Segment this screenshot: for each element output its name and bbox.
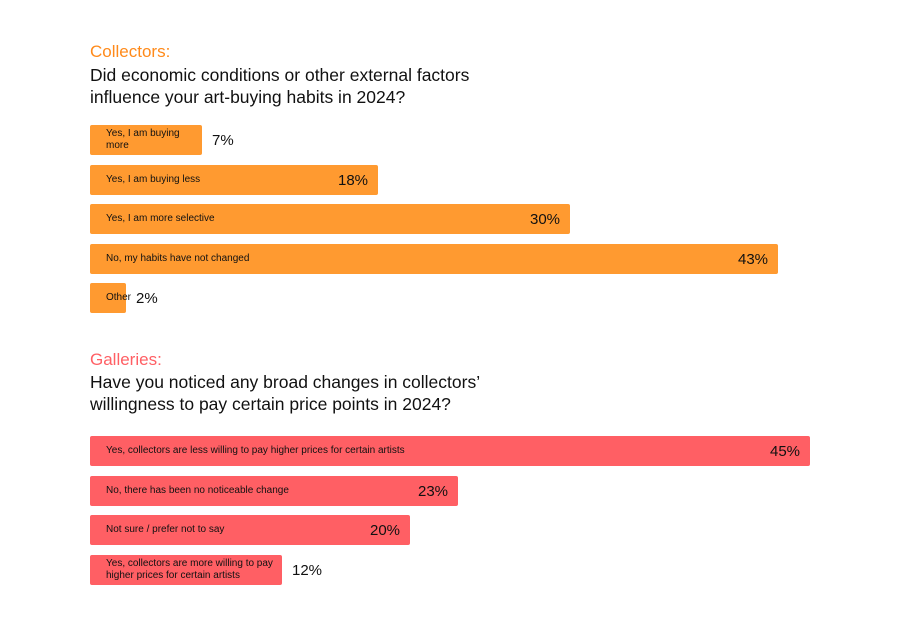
collectors-value-label: 18% — [338, 171, 369, 189]
galleries-bar: Not sure / prefer not to say — [90, 515, 410, 545]
galleries-question: Have you noticed any broad changes in co… — [90, 371, 650, 415]
collectors-bar-label: Yes, I am more selective — [106, 213, 215, 224]
collectors-bar: Yes, I am buying less — [90, 164, 378, 195]
galleries-bar: Yes, collectors are more willing to pay … — [90, 554, 282, 585]
galleries-value-label: 45% — [770, 443, 801, 460]
collectors-question-line: influence your art-buying habits in 2024… — [90, 87, 406, 107]
galleries-section-label: Galleries: — [90, 350, 162, 369]
collectors-question-line: Did economic conditions or other externa… — [90, 65, 470, 85]
galleries-bar-label: Yes, collectors are more willing to pay … — [106, 557, 273, 581]
collectors-bar: No, my habits have not changed — [90, 243, 778, 274]
collectors-bar: Yes, I am more selective — [90, 204, 570, 234]
galleries-question-line: willingness to pay certain price points … — [90, 394, 451, 414]
collectors-bar-label: Yes, I am buying less — [106, 173, 201, 185]
collectors-bar-label: Yes, I am buying more — [106, 128, 180, 151]
galleries-bar: No, there has been no noticeable change — [90, 475, 458, 506]
collectors-value-label: 7% — [212, 132, 234, 149]
collectors-value-label: 43% — [738, 250, 769, 268]
collectors-bar-label: No, my habits have not changed — [106, 252, 250, 264]
collectors-bar-label: Other — [106, 292, 132, 303]
galleries-bar: Yes, collectors are less willing to pay … — [90, 436, 810, 466]
collectors-bar: Yes, I am buying more — [90, 125, 202, 155]
galleries-value-label: 12% — [292, 561, 323, 579]
galleries-question-line: Have you noticed any broad changes in co… — [90, 372, 481, 392]
galleries-value-label: 20% — [370, 522, 401, 539]
galleries-bar-label: Yes, collectors are less willing to pay … — [106, 445, 405, 456]
galleries-value-label: 23% — [418, 482, 449, 500]
collectors-question: Did economic conditions or other externa… — [90, 64, 650, 108]
collectors-value-label: 30% — [530, 211, 561, 228]
collectors-section-label: Collectors: — [90, 42, 171, 61]
galleries-bar-label: No, there has been no noticeable change — [106, 484, 289, 496]
galleries-bar-label: Not sure / prefer not to say — [106, 524, 225, 535]
collectors-value-label: 2% — [136, 290, 158, 307]
collectors-bar: Other — [90, 283, 132, 313]
